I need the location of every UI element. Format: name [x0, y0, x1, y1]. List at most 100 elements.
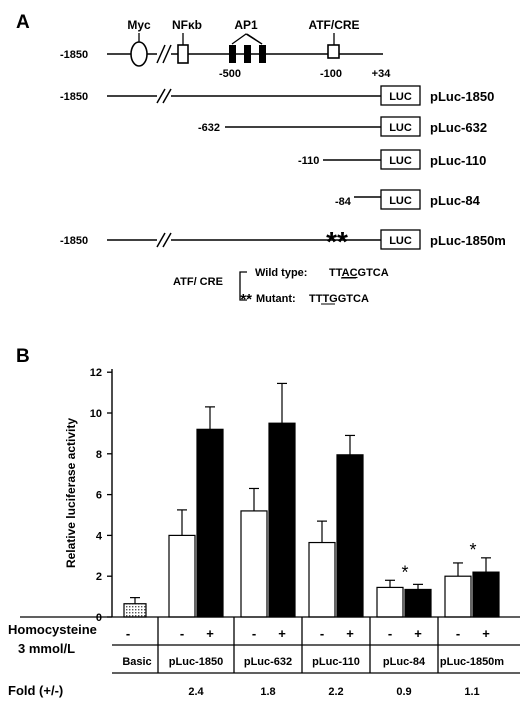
- minus-marker: -: [180, 626, 184, 641]
- bar-minus-pLuc-84: [376, 586, 404, 618]
- y-tick-label: 6: [96, 490, 102, 502]
- break-mark: [156, 232, 172, 248]
- luc-box: [380, 229, 421, 250]
- plus-marker: +: [482, 626, 490, 641]
- fold-value: 1.1: [464, 686, 479, 698]
- category-label: pLuc-84: [383, 656, 426, 668]
- construct-start: -110: [298, 155, 319, 167]
- y-tick-label: 8: [96, 449, 102, 461]
- bar-plus-pLuc-84: [404, 588, 432, 618]
- panel-a-label: A: [16, 12, 30, 33]
- bar-plus-pLuc-632: [268, 422, 296, 618]
- pos-100-label: -100: [320, 68, 342, 80]
- luc-label: LUC: [389, 155, 412, 167]
- bar-minus-pLuc-1850: [168, 534, 196, 618]
- construct-1850m: -1850 ** LUC pLuc-1850m: [60, 226, 506, 257]
- bars: **: [123, 382, 500, 618]
- fold-value: 2.4: [188, 686, 204, 698]
- luc-box: [380, 116, 421, 137]
- construct-start: -84: [335, 196, 352, 208]
- myc-site: [130, 41, 148, 67]
- luc-label: LUC: [389, 195, 412, 207]
- homocysteine-label: Homocysteine: [8, 622, 97, 637]
- construct-name: pLuc-110: [430, 153, 486, 168]
- ap1-site-2: [244, 45, 251, 63]
- plus-marker: +: [278, 626, 286, 641]
- minus-marker: -: [456, 626, 460, 641]
- bar-plus-pLuc-110: [336, 454, 364, 618]
- luc-label: LUC: [389, 235, 412, 247]
- condition-table: Homocysteine 3 mmol/L Fold (+/-) - Basic -…: [8, 616, 520, 698]
- minus-marker: -: [320, 626, 324, 641]
- myc-label: Myc: [127, 18, 151, 32]
- luc-box: [380, 149, 421, 170]
- minus-marker: -: [388, 626, 392, 641]
- fold-value: 2.2: [328, 686, 343, 698]
- bar-minus-pLuc-632: [240, 510, 268, 618]
- category-label: Basic: [122, 656, 151, 668]
- panel-b: B Relative luciferase activity 0 2 4 6 8 10 12…: [8, 346, 520, 698]
- break-mark: [156, 44, 172, 64]
- construct-name: pLuc-1850m: [430, 233, 506, 248]
- bar-plus-pLuc-1850m: [472, 571, 500, 618]
- panel-a: A -1850 Myc NFκb AP1 ATF/CRE: [16, 12, 506, 308]
- plus-marker: +: [346, 626, 354, 641]
- y-tick-label: 0: [96, 612, 102, 624]
- bar-minus-pLuc-1850m: [444, 575, 472, 618]
- fold-label: Fold (+/-): [8, 683, 63, 698]
- y-tick-label: 2: [96, 571, 102, 583]
- category-label: pLuc-632: [244, 656, 292, 668]
- nfkb-site: [177, 44, 189, 64]
- plus-marker: +: [414, 626, 422, 641]
- construct-name: pLuc-84: [430, 193, 481, 208]
- construct-name: pLuc-1850: [430, 89, 494, 104]
- mutation-stars: **: [326, 226, 348, 257]
- construct-start: -1850: [60, 235, 88, 247]
- wild-type-sequence: TTACGTCA: [329, 267, 389, 279]
- minus-marker: -: [252, 626, 256, 641]
- wild-type-label: Wild type:: [255, 267, 307, 279]
- homocysteine-dose: 3 mmol/L: [18, 641, 75, 656]
- y-tick-label: 10: [90, 408, 102, 420]
- mutant-stars: **: [240, 291, 252, 308]
- luc-label: LUC: [389, 91, 412, 103]
- fold-value: 0.9: [396, 686, 411, 698]
- y-tick-label: 12: [90, 367, 102, 379]
- mutant-sequence: TTTGGTCA: [309, 293, 369, 305]
- y-axis-label: Relative luciferase activity: [64, 418, 78, 568]
- ap1-label: AP1: [234, 18, 258, 32]
- legend-bracket: [239, 271, 247, 301]
- significance-marker: *: [469, 540, 476, 560]
- construct-632: -632 LUC pLuc-632: [198, 116, 487, 137]
- pos-end-label: +34: [372, 68, 392, 80]
- fold-value: 1.8: [260, 686, 275, 698]
- category-label: pLuc-1850: [169, 656, 223, 668]
- bar-minus-pLuc-110: [308, 541, 336, 618]
- atf-cre-sequence-legend: ATF/ CRE Wild type: TTACGTCA ** Mutant: …: [173, 267, 389, 308]
- atf-cre-site: [327, 44, 340, 59]
- plus-marker: +: [206, 626, 214, 641]
- bar-basic: [123, 603, 147, 618]
- panel-b-label: B: [16, 346, 30, 367]
- basic-minus: -: [126, 626, 130, 641]
- luc-box: [380, 189, 421, 210]
- mutant-label: Mutant:: [256, 293, 296, 305]
- construct-84: -84 LUC pLuc-84: [335, 189, 481, 210]
- map-start-label: -1850: [60, 49, 88, 61]
- category-label: pLuc-1850m: [440, 656, 504, 668]
- luc-box: [380, 85, 421, 106]
- ap1-site-3: [259, 45, 266, 63]
- significance-marker: *: [401, 562, 408, 582]
- bar-plus-pLuc-1850: [196, 428, 224, 618]
- nfkb-label: NFκb: [172, 18, 202, 32]
- break-mark: [156, 88, 172, 104]
- luc-label: LUC: [389, 122, 412, 134]
- legend-title: ATF/ CRE: [173, 276, 223, 288]
- ap1-bracket: [231, 33, 263, 45]
- construct-1850: -1850 LUC pLuc-1850: [60, 85, 494, 106]
- pos-500-label: -500: [219, 68, 241, 80]
- construct-start: -1850: [60, 91, 88, 103]
- construct-110: -110 LUC pLuc-110: [298, 149, 486, 170]
- y-axis: 0 2 4 6 8 10 12: [90, 367, 113, 624]
